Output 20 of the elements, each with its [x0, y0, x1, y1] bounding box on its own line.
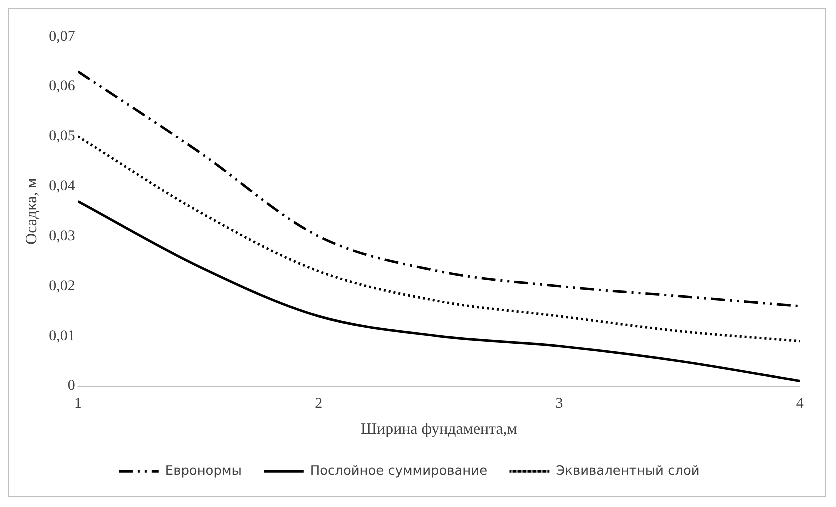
y-tick-label: 0,04: [49, 178, 76, 195]
y-tick-label: 0: [68, 378, 76, 394]
y-tick-label: 0,07: [49, 28, 76, 45]
legend-label: Евронормы: [165, 464, 242, 479]
y-axis-title: Осадка, м: [24, 178, 41, 245]
x-tick-label: 3: [556, 396, 564, 412]
y-tick-label: 0,03: [49, 228, 76, 244]
y-tick-label: 0,05: [49, 128, 76, 145]
line-series: [78, 200, 800, 383]
y-tick-label: 0,01: [49, 328, 76, 344]
line-series: [78, 135, 800, 343]
y-tick-label: 0,06: [49, 78, 76, 95]
legend-label: Послойное суммирование: [310, 464, 488, 479]
y-tick-label: 0,02: [49, 278, 76, 294]
x-tick-label: 2: [315, 396, 323, 412]
legend-label: Эквивалентный слой: [556, 464, 700, 479]
line-series: [78, 70, 800, 308]
x-axis-title: Ширина фундамента,м: [360, 420, 518, 438]
x-tick-label: 1: [74, 396, 82, 412]
x-tick-label: 4: [796, 396, 804, 412]
